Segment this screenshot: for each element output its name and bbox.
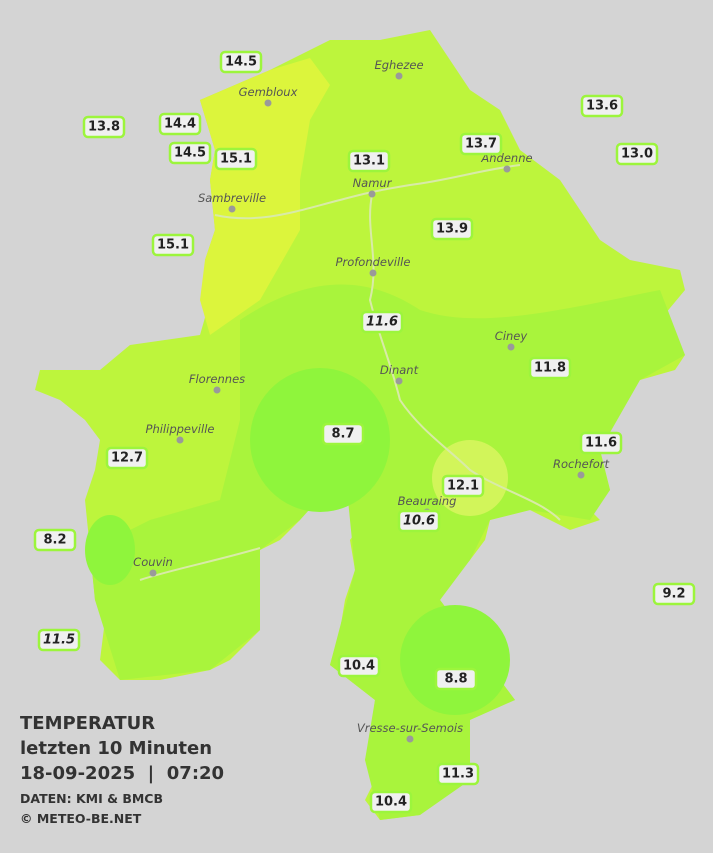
station-value: 14.5	[225, 55, 257, 70]
station-value: 12.7	[111, 451, 143, 466]
station-value: 14.5	[174, 146, 206, 161]
station-value: 8.7	[331, 427, 354, 442]
town-label: Philippeville	[146, 422, 215, 436]
town-dot	[406, 735, 414, 743]
station-box	[436, 762, 480, 786]
station-box	[337, 654, 381, 678]
mild-zone	[90, 284, 685, 820]
station-box	[33, 528, 77, 552]
station-value: 9.2	[662, 587, 685, 602]
station-value: 12.1	[447, 479, 479, 494]
legend-source: DATEN: KMI & BMCB	[20, 791, 163, 806]
legend-subtitle: letzten 10 Minuten	[20, 738, 212, 759]
town-label: Beauraing	[398, 494, 457, 508]
town-label: Florennes	[189, 372, 245, 386]
station-value: 8.8	[444, 672, 467, 687]
town-dot	[507, 343, 515, 351]
station-box	[579, 431, 623, 455]
town-label: Gembloux	[239, 85, 298, 99]
cool-zone	[250, 368, 390, 512]
station-value: 11.3	[442, 767, 474, 782]
station-box	[219, 50, 263, 74]
station-value: 11.5	[43, 633, 75, 648]
station-box	[528, 356, 572, 380]
warm-zone	[200, 58, 330, 335]
cool-zone	[400, 605, 510, 715]
town-dot	[368, 190, 376, 198]
station-value: 15.1	[157, 238, 189, 253]
legend: TEMPERATUR letzten 10 Minuten 18-09-2025…	[20, 713, 224, 826]
station-box	[459, 132, 503, 156]
station-box	[652, 582, 696, 606]
town-dot	[503, 165, 511, 173]
station-box	[430, 217, 474, 241]
station-box	[151, 233, 195, 257]
town-dot	[395, 72, 403, 80]
town-label: Couvin	[133, 555, 173, 569]
station-value: 13.9	[436, 222, 468, 237]
station-box	[397, 509, 441, 533]
station-value: 11.6	[585, 436, 617, 451]
station-box	[360, 310, 404, 334]
legend-title: TEMPERATUR	[20, 713, 155, 734]
town-label: Sambreville	[198, 191, 266, 205]
town-dot	[176, 436, 184, 444]
station-value: 15.1	[220, 152, 252, 167]
legend-datetime: 18-09-2025 | 07:20	[20, 763, 224, 784]
station-box	[37, 628, 81, 652]
station-box	[347, 149, 391, 173]
station-value: 8.2	[43, 533, 66, 548]
station-value: 13.8	[88, 120, 120, 135]
town-label: Ciney	[495, 329, 528, 343]
town-label: Profondeville	[336, 255, 411, 269]
town-dot	[149, 569, 157, 577]
town-label: Eghezee	[374, 58, 423, 72]
town-dot	[577, 471, 585, 479]
cool-zone	[85, 515, 135, 585]
station-value: 13.7	[465, 137, 497, 152]
station-box	[158, 112, 202, 136]
town-dot	[369, 269, 377, 277]
town-dot	[264, 99, 272, 107]
station-box	[434, 667, 478, 691]
station-value: 10.4	[375, 795, 407, 810]
town-dot	[395, 377, 403, 385]
town-label: Dinant	[380, 363, 419, 377]
station-box	[441, 474, 485, 498]
town-label: Rochefort	[553, 457, 610, 471]
station-box	[580, 94, 624, 118]
station-value: 14.4	[164, 117, 196, 132]
town-label: Namur	[353, 176, 393, 190]
town-dot	[228, 205, 236, 213]
station-value: 10.6	[403, 514, 435, 529]
station-value: 10.4	[343, 659, 375, 674]
town-label: Vresse-sur-Semois	[357, 721, 463, 735]
station-box	[615, 142, 659, 166]
station-value: 13.0	[621, 147, 653, 162]
station-value: 11.8	[534, 361, 566, 376]
station-box	[82, 115, 126, 139]
station-value: 11.6	[366, 315, 398, 330]
station-box	[321, 422, 365, 446]
station-box	[369, 790, 413, 814]
station-value: 13.1	[353, 154, 385, 169]
station-box	[168, 141, 212, 165]
station-box	[105, 446, 149, 470]
station-box	[214, 147, 258, 171]
legend-copyright: © METEO-BE.NET	[20, 811, 142, 826]
station-value: 13.6	[586, 99, 618, 114]
town-dot	[213, 386, 221, 394]
